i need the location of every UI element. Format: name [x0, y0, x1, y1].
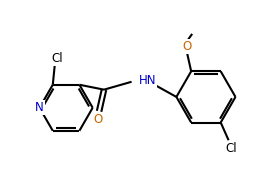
Text: O: O — [182, 40, 192, 53]
Text: Cl: Cl — [51, 52, 62, 65]
Text: O: O — [93, 113, 103, 126]
Text: HN: HN — [138, 74, 156, 87]
Text: Cl: Cl — [226, 142, 237, 155]
Text: N: N — [35, 101, 44, 114]
